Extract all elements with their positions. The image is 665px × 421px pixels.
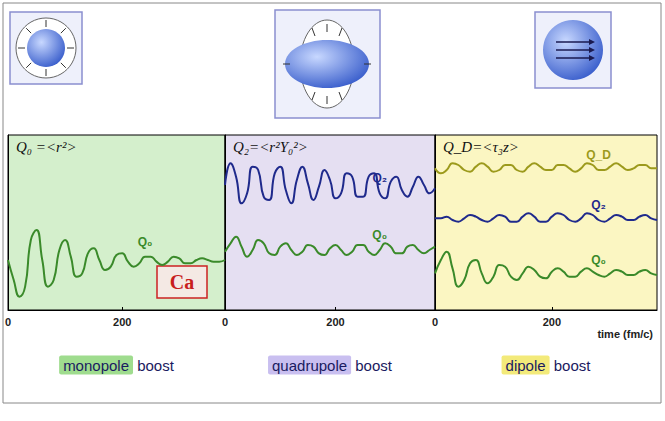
svg-text:boost: boost [137,357,175,374]
svg-text:boost: boost [355,357,393,374]
svg-text:Q₀: Q₀ [372,228,387,242]
svg-text:Q₂: Q₂ [591,198,606,212]
svg-text:boost: boost [554,357,592,374]
svg-text:0: 0 [5,316,11,328]
svg-text:monopole: monopole [63,357,129,374]
svg-text:Q₂: Q₂ [372,171,387,185]
svg-text:Q₀: Q₀ [138,235,153,249]
svg-text:200: 200 [326,316,344,328]
svg-text:Q₀: Q₀ [591,253,606,267]
svg-text:Ca: Ca [170,271,194,293]
svg-text:200: 200 [543,316,561,328]
svg-text:quadrupole: quadrupole [272,357,347,374]
svg-text:Q₂=<r²Y₀²>: Q₂=<r²Y₀²> [233,139,308,155]
svg-text:200: 200 [113,316,131,328]
svg-text:0: 0 [432,316,438,328]
svg-text:Q_D: Q_D [586,148,611,162]
svg-text:time (fm/c): time (fm/c) [597,328,653,340]
svg-text:0: 0 [222,316,228,328]
svg-text:Q₀ =<r²>: Q₀ =<r²> [16,139,77,155]
svg-text:dipole: dipole [506,357,546,374]
svg-text:Q_D=<τ₃z>: Q_D=<τ₃z> [443,139,519,155]
